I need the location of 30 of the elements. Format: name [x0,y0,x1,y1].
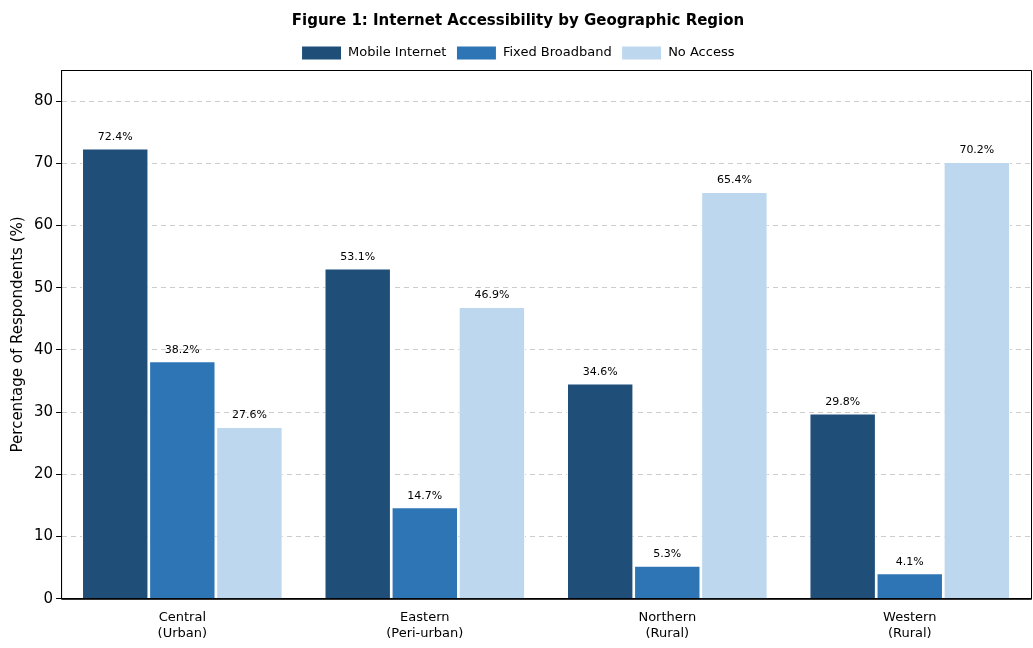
data-label: 5.3% [653,547,682,561]
data-label: 65.4% [716,173,752,187]
x-tick-label: Central (Urban) [157,608,208,640]
y-tick-label: 0 [43,588,54,607]
data-label: 4.1% [895,554,924,568]
data-label: 29.8% [825,394,861,408]
y-tick-label: 70 [33,153,54,172]
y-tick-label: 60 [33,215,54,234]
data-label: 46.9% [474,288,510,302]
data-label: 70.2% [959,143,995,157]
x-tick-label: Western (Rural) [883,608,937,640]
y-tick-label: 30 [33,402,54,421]
y-tick-label: 10 [33,526,54,545]
data-label: 38.2% [164,342,200,356]
data-label: 34.6% [582,364,618,378]
y-tick-label: 20 [33,464,54,483]
y-tick-label: 50 [33,277,54,296]
chart-title: Figure 1: Internet Accessibility by Geographic Region [291,10,745,29]
legend-label: Mobile Internet [348,44,447,60]
data-label: 14.7% [407,488,443,502]
x-tick-label: Northern (Rural) [638,608,697,640]
y-tick-label: 80 [33,91,54,109]
y-axis-title: Percentage of Respondents (%) [7,216,26,453]
y-tick-label: 40 [33,339,54,358]
legend-label: No Access [668,44,735,60]
data-label: 53.1% [340,249,376,263]
data-label: 72.4% [97,129,133,143]
x-tick-label: Eastern (Peri-urban) [386,608,464,640]
data-label: 27.6% [231,408,267,422]
legend-label: Fixed Broadband [502,44,612,60]
